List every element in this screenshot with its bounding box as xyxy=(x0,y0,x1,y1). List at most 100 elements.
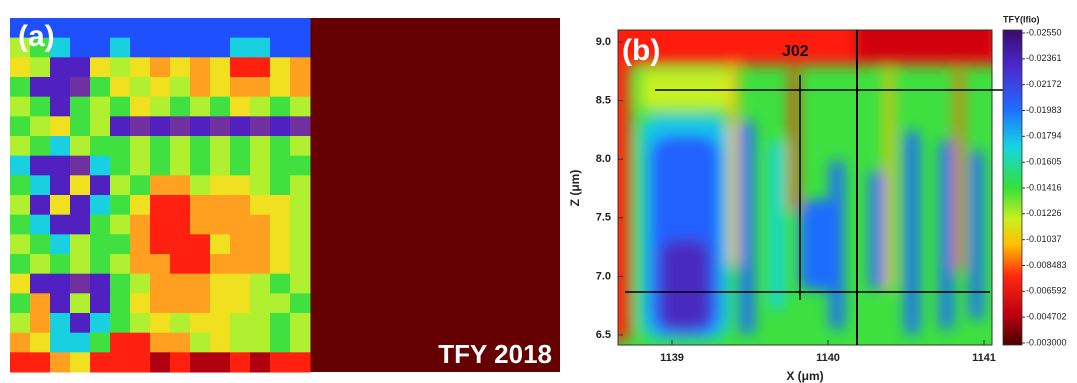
pixel xyxy=(10,214,31,235)
pixel xyxy=(290,18,311,39)
pixel xyxy=(150,293,171,314)
pixel xyxy=(30,352,51,373)
pixel xyxy=(150,195,171,216)
pixel xyxy=(190,175,211,196)
pixel xyxy=(270,273,291,294)
pixel xyxy=(130,77,151,98)
pixel xyxy=(290,96,311,117)
pixel xyxy=(70,175,91,196)
pixel xyxy=(90,293,111,314)
pixel xyxy=(190,136,211,157)
pixel xyxy=(50,37,71,58)
pixel xyxy=(210,136,231,157)
pixel xyxy=(10,37,31,58)
pixel xyxy=(190,57,211,78)
pixel xyxy=(210,116,231,137)
pixel xyxy=(110,195,131,216)
pixel xyxy=(290,273,311,294)
colorbar-tick-label: -0.003000 xyxy=(1026,337,1067,347)
pixel xyxy=(150,175,171,196)
pixel xyxy=(130,234,151,255)
pixel xyxy=(170,96,191,117)
pixel xyxy=(130,57,151,78)
pixel xyxy=(290,116,311,137)
pixel xyxy=(170,37,191,58)
pixel xyxy=(230,116,251,137)
pixel xyxy=(70,214,91,235)
pixel xyxy=(290,195,311,216)
pixel xyxy=(90,155,111,176)
pixel xyxy=(10,313,31,334)
pixel xyxy=(50,116,71,137)
colorbar-title: TFY(Ifio) xyxy=(1003,14,1040,24)
colorbar-tick-label: -0.006592 xyxy=(1026,286,1067,296)
pixel xyxy=(250,254,271,275)
pixel xyxy=(210,57,231,78)
pixel xyxy=(210,77,231,98)
pixel xyxy=(10,136,31,157)
pixel xyxy=(290,352,311,373)
pixel xyxy=(250,352,271,373)
pixel xyxy=(270,37,291,58)
pixel xyxy=(230,352,251,373)
pixel xyxy=(30,136,51,157)
pixel xyxy=(170,77,191,98)
pixel xyxy=(90,136,111,157)
pixel xyxy=(210,96,231,117)
pixel xyxy=(110,77,131,98)
pixel xyxy=(70,77,91,98)
pixel xyxy=(50,273,71,294)
pixel xyxy=(210,214,231,235)
pixel xyxy=(70,313,91,334)
pixel xyxy=(110,293,131,314)
pixel xyxy=(90,77,111,98)
pixel xyxy=(10,175,31,196)
pixel xyxy=(30,96,51,117)
pixel xyxy=(190,214,211,235)
pixel xyxy=(90,96,111,117)
pixel xyxy=(130,352,151,373)
pixel xyxy=(110,214,131,235)
pixel xyxy=(270,96,291,117)
pixel xyxy=(150,96,171,117)
pixel xyxy=(70,234,91,255)
pixel xyxy=(210,352,231,373)
pixel xyxy=(110,18,131,39)
pixel xyxy=(150,37,171,58)
annotation: J02 xyxy=(782,43,809,60)
pixel xyxy=(50,352,71,373)
panel-a: (a) TFY 2018 xyxy=(10,18,560,373)
pixel xyxy=(250,214,271,235)
pixel xyxy=(30,195,51,216)
pixel xyxy=(150,313,171,334)
pixel xyxy=(130,214,151,235)
pixel xyxy=(230,332,251,353)
pixel xyxy=(250,234,271,255)
pixel xyxy=(170,175,191,196)
pixel xyxy=(50,77,71,98)
pixel xyxy=(230,155,251,176)
pixel xyxy=(150,136,171,157)
caption: TFY 2018 xyxy=(438,339,552,369)
pixel xyxy=(170,234,191,255)
pixel xyxy=(130,37,151,58)
pixel xyxy=(30,214,51,235)
contour-map xyxy=(618,30,992,345)
pixel xyxy=(50,195,71,216)
pixel xyxy=(250,116,271,137)
pixel xyxy=(130,155,151,176)
pixel xyxy=(30,254,51,275)
y-tick-label: 8.5 xyxy=(596,95,611,107)
pixel xyxy=(230,18,251,39)
pixel xyxy=(130,293,151,314)
pixel xyxy=(50,234,71,255)
pixel xyxy=(90,273,111,294)
pixel xyxy=(150,116,171,137)
pixel xyxy=(170,293,191,314)
pixel xyxy=(30,273,51,294)
pixel xyxy=(30,116,51,137)
pixel xyxy=(290,332,311,353)
pixel xyxy=(110,116,131,137)
pixel xyxy=(250,77,271,98)
pixel xyxy=(170,332,191,353)
